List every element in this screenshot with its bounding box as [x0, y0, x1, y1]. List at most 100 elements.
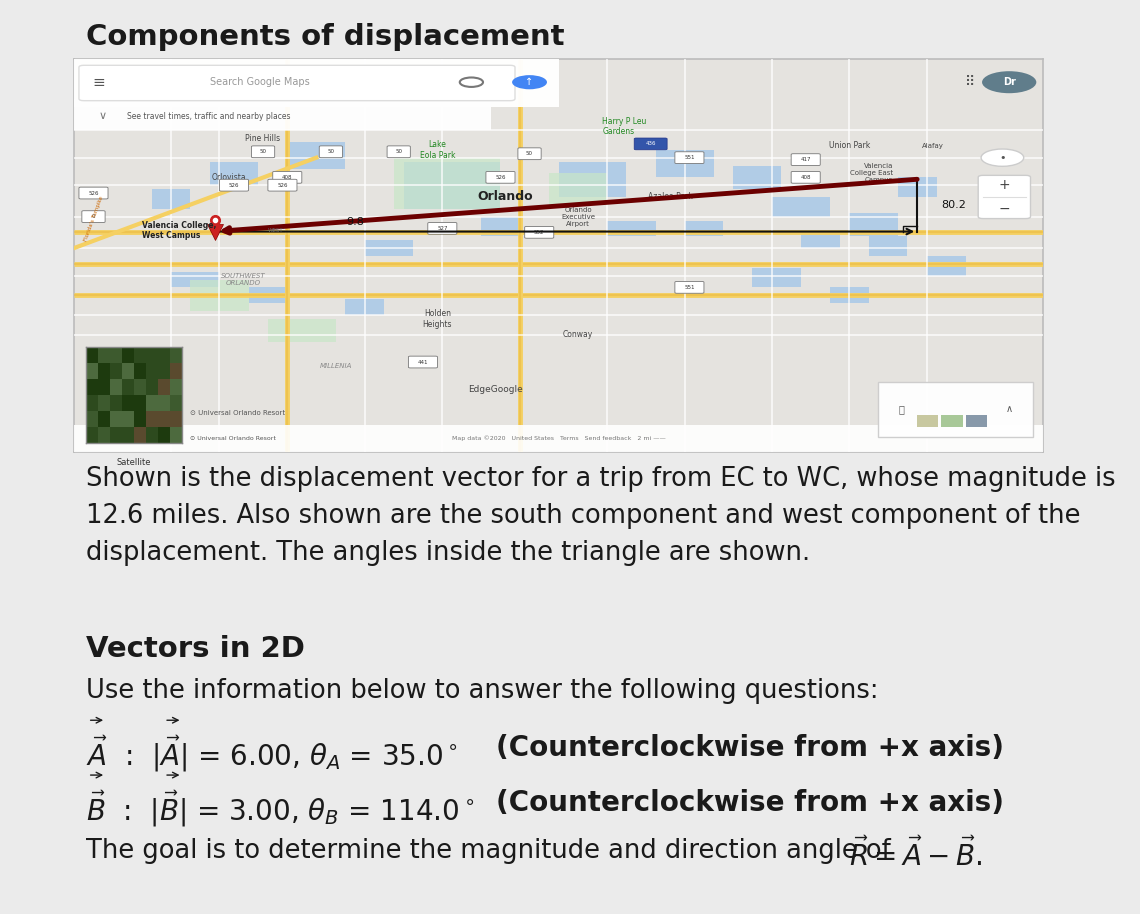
Text: 50: 50 [526, 151, 534, 156]
Text: ⠿: ⠿ [966, 75, 976, 90]
Bar [146, 395, 158, 411]
FancyBboxPatch shape [978, 175, 1031, 218]
Bar [190, 280, 249, 311]
Text: Orlovista: Orlovista [212, 173, 246, 182]
Bar [135, 379, 146, 395]
Bar [404, 162, 500, 208]
FancyBboxPatch shape [319, 146, 342, 157]
Bar [927, 256, 966, 276]
Bar [146, 411, 158, 427]
Bar [170, 347, 182, 363]
Bar [86, 379, 98, 395]
Bar [170, 411, 182, 427]
Bar [98, 363, 109, 379]
Bar [249, 287, 287, 303]
Bar [394, 157, 500, 208]
Bar [481, 217, 520, 237]
Bar [608, 220, 655, 237]
Bar [656, 150, 714, 177]
FancyBboxPatch shape [486, 172, 515, 183]
Bar [135, 411, 146, 427]
Text: ↑: ↑ [526, 77, 534, 87]
Bar [74, 59, 559, 107]
Bar [86, 427, 98, 443]
Bar [135, 347, 146, 363]
Bar [287, 142, 345, 169]
Text: 441: 441 [417, 359, 429, 365]
Bar [98, 411, 109, 427]
FancyBboxPatch shape [252, 146, 275, 157]
Text: The goal is to determine the magnitude and direction angle of: The goal is to determine the magnitude a… [86, 838, 898, 864]
Bar [345, 299, 384, 314]
FancyBboxPatch shape [79, 65, 515, 101]
Bar [146, 379, 158, 395]
Text: ⊙ Universal Orlando Resort: ⊙ Universal Orlando Resort [190, 410, 285, 416]
Bar [210, 162, 259, 186]
Bar [966, 415, 987, 427]
Text: $\vec{A}$  :  $|\vec{A}|$ = 6.00, $\theta_A$ = 35.0$^\circ$: $\vec{A}$ : $|\vec{A}|$ = 6.00, $\theta_… [86, 734, 474, 774]
Text: Shown is the displacement vector for a trip from EC to WC, whose magnitude is
12: Shown is the displacement vector for a t… [86, 466, 1115, 566]
Bar [98, 347, 109, 363]
Text: SOUTHWEST
ORLANDO: SOUTHWEST ORLANDO [221, 273, 266, 286]
Text: 🚶: 🚶 [898, 404, 904, 414]
Text: Map data ©2020   United States   Terms   Send feedback   2 mi ——: Map data ©2020 United States Terms Send … [451, 436, 666, 441]
FancyBboxPatch shape [791, 172, 821, 183]
Bar [170, 395, 182, 411]
Text: 0: 0 [91, 214, 96, 219]
Bar [158, 363, 170, 379]
Bar [135, 427, 146, 443]
Bar [268, 319, 336, 343]
Text: EdgeGoogle: EdgeGoogle [469, 385, 523, 394]
Text: Orlando
Executive
Airport: Orlando Executive Airport [561, 207, 595, 227]
Bar [170, 427, 182, 443]
FancyBboxPatch shape [428, 222, 457, 234]
Bar [942, 415, 962, 427]
Bar [158, 411, 170, 427]
Text: 526: 526 [277, 183, 287, 187]
FancyBboxPatch shape [408, 356, 438, 368]
Bar [170, 379, 182, 395]
Text: 408: 408 [800, 175, 811, 180]
Text: 526: 526 [229, 183, 239, 187]
Text: 526: 526 [495, 175, 506, 180]
Text: +: + [999, 178, 1010, 192]
Bar [109, 395, 122, 411]
Bar [146, 363, 158, 379]
Text: 552: 552 [534, 229, 545, 235]
FancyBboxPatch shape [524, 227, 554, 239]
Text: Pine Hills: Pine Hills [245, 133, 280, 143]
Bar [171, 271, 220, 287]
Bar [98, 427, 109, 443]
Text: Union Park: Union Park [829, 142, 870, 151]
Text: MILLENIA: MILLENIA [319, 363, 352, 369]
Text: (Counterclockwise from +x axis): (Counterclockwise from +x axis) [496, 734, 1004, 762]
Bar [559, 162, 627, 197]
Text: 551: 551 [684, 155, 694, 160]
FancyBboxPatch shape [82, 211, 105, 222]
FancyBboxPatch shape [268, 179, 296, 191]
Bar [146, 347, 158, 363]
Text: (Counterclockwise from +x axis): (Counterclockwise from +x axis) [496, 789, 1004, 817]
Text: $\vec{R} = \vec{A} - \vec{B}$.: $\vec{R} = \vec{A} - \vec{B}$. [849, 838, 983, 872]
Text: Azalea Park: Azalea Park [648, 193, 692, 201]
Text: $\vec{B}$  :  $|\vec{B}|$ = 3.00, $\theta_B$ = 114.0$^\circ$: $\vec{B}$ : $|\vec{B}|$ = 3.00, $\theta_… [86, 789, 490, 829]
Text: Vectors in 2D: Vectors in 2D [86, 635, 304, 664]
Bar [109, 411, 122, 427]
FancyBboxPatch shape [388, 146, 410, 157]
Bar [135, 363, 146, 379]
Bar [158, 427, 170, 443]
Bar [122, 395, 135, 411]
Text: 526: 526 [88, 190, 99, 196]
Circle shape [512, 75, 547, 90]
Bar [152, 189, 190, 208]
Text: See travel times, traffic and nearby places: See travel times, traffic and nearby pla… [128, 112, 291, 121]
Text: 80.2: 80.2 [942, 200, 967, 210]
Bar [158, 395, 170, 411]
Bar [158, 379, 170, 395]
Bar [86, 395, 98, 411]
FancyBboxPatch shape [272, 172, 302, 183]
Bar [158, 347, 170, 363]
Text: 436: 436 [645, 142, 655, 146]
Bar [86, 363, 98, 379]
Bar [170, 363, 182, 379]
